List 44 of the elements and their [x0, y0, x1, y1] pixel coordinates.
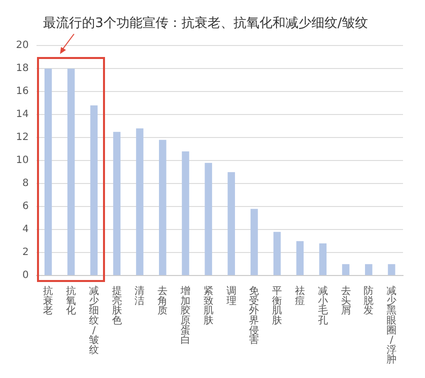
y-tick-label: 20 [16, 40, 29, 52]
y-tick-label: 16 [16, 86, 29, 98]
x-tick-label: 去头屑 [340, 285, 351, 317]
bar [204, 162, 212, 276]
bar [113, 132, 121, 276]
y-tick-label: 14 [16, 109, 29, 120]
x-tick-label: 去角质 [158, 285, 168, 317]
bar [90, 105, 98, 276]
y-tick-label: 8 [22, 178, 29, 190]
x-tick-label: 调理 [226, 285, 236, 307]
x-tick-label: 祛痘 [294, 285, 305, 307]
bar [250, 208, 258, 276]
y-tick-label: 6 [22, 201, 29, 212]
bar [365, 264, 372, 276]
bar [228, 172, 235, 276]
x-tick-label: 增加胶原蛋白 [180, 285, 191, 346]
bar [342, 264, 350, 276]
bar [182, 151, 190, 276]
x-tick-label: 平衡肌肤 [272, 286, 282, 326]
x-tick-label: 抗氧化 [66, 285, 76, 317]
x-tick-label: 减少细纹/皱纹 [88, 285, 99, 356]
x-tick-label: 免受外界侵害 [249, 285, 260, 346]
x-tick-label: 减小毛孔 [318, 285, 328, 326]
bar [158, 140, 166, 276]
bar [388, 264, 396, 276]
x-tick-label: 紧致肌肤 [203, 285, 214, 326]
x-tick-label: 提亮肤色 [112, 285, 122, 326]
bar [273, 232, 281, 276]
bar [296, 241, 304, 276]
y-tick-label: 4 [22, 224, 29, 236]
chart-title: 最流行的3个功能宣传：抗衰老、抗氧化和减少细纹/皱纹 [43, 15, 368, 32]
x-tick-label: 抗衰老 [43, 285, 54, 317]
bar [44, 68, 52, 276]
y-tick-label: 18 [16, 63, 29, 74]
y-tick-label: 0 [22, 270, 29, 282]
bar [136, 128, 144, 276]
bar [67, 68, 75, 276]
x-tick-label: 防脱发 [364, 285, 374, 317]
y-tick-label: 12 [16, 132, 29, 144]
x-tick-label: 清洁 [134, 285, 145, 307]
bar [319, 243, 327, 276]
y-tick-label: 2 [22, 247, 29, 258]
y-tick-label: 10 [16, 155, 29, 166]
x-tick-label: 减少黑眼圈/浮肿 [386, 285, 397, 366]
